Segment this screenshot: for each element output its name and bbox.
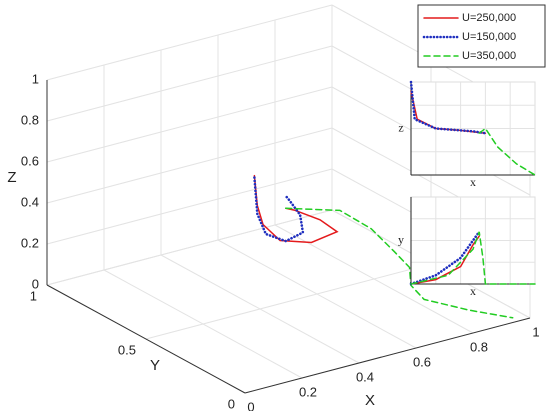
inset-y-label: y: [398, 232, 404, 246]
y-tick-label: 0.5: [118, 342, 136, 357]
inset-line: [409, 80, 487, 135]
grid-line: [46, 127, 333, 204]
series-line: [253, 176, 305, 243]
x-axis-title: X: [365, 392, 375, 409]
grid-line: [145, 263, 432, 340]
y-tick-label: 1: [30, 288, 37, 303]
legend-label: U=250,000: [462, 12, 516, 24]
x-tick-label: 0.6: [413, 354, 431, 369]
legend-label: U=350,000: [462, 50, 516, 62]
grid-line: [46, 45, 333, 122]
z-tick-label: 1: [32, 71, 39, 86]
inset-line: [409, 230, 481, 286]
series-line: [253, 174, 339, 244]
grid-line: [46, 209, 333, 286]
x-tick-label: 0.8: [470, 339, 488, 354]
z-tick-label: 0.2: [21, 235, 39, 250]
y-axis-title: Y: [150, 357, 160, 374]
x-tick-label: 1: [532, 324, 539, 339]
inset-line: [478, 127, 536, 176]
grid-line: [46, 86, 333, 163]
z-axis-title: Z: [7, 169, 16, 186]
axis-line: [46, 284, 246, 394]
z-tick-label: 0.4: [21, 194, 39, 209]
z-tick-label: 0: [32, 276, 39, 291]
inset-x-label: x: [470, 284, 476, 298]
axis-line: [244, 317, 531, 394]
inset-y-label: z: [398, 120, 403, 134]
z-tick-label: 0.6: [21, 153, 39, 168]
x-tick-label: 0.4: [356, 369, 374, 384]
series-line: [285, 207, 514, 319]
inset-x-label: x: [470, 175, 476, 189]
y-tick-label: 0: [228, 396, 235, 411]
x-tick-label: 0: [247, 399, 254, 411]
inset-line: [410, 231, 536, 285]
legend: U=250,000 U=150,000 U=350,000: [417, 4, 546, 68]
legend-label: U=150,000: [462, 31, 516, 43]
grid-line: [46, 4, 333, 81]
grid-line: [46, 168, 333, 245]
x-tick-label: 0.2: [299, 384, 317, 399]
z-tick-label: 0.8: [21, 112, 39, 127]
